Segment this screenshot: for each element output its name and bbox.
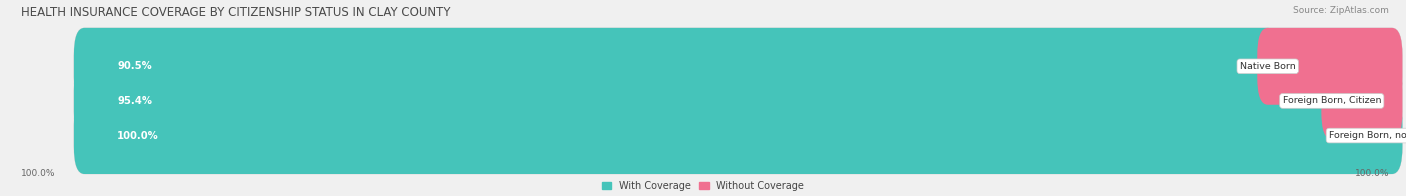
FancyBboxPatch shape [1257, 28, 1402, 105]
Text: 100.0%: 100.0% [21, 169, 56, 178]
Text: Foreign Born, Citizen: Foreign Born, Citizen [1282, 96, 1381, 105]
FancyBboxPatch shape [75, 28, 1278, 105]
Legend: With Coverage, Without Coverage: With Coverage, Without Coverage [602, 181, 804, 191]
FancyBboxPatch shape [75, 63, 1343, 139]
Text: 90.5%: 90.5% [117, 61, 152, 71]
FancyBboxPatch shape [1322, 63, 1402, 139]
FancyBboxPatch shape [75, 28, 1402, 105]
Text: Source: ZipAtlas.com: Source: ZipAtlas.com [1294, 6, 1389, 15]
Text: 100.0%: 100.0% [117, 131, 159, 141]
FancyBboxPatch shape [75, 63, 1402, 139]
FancyBboxPatch shape [75, 97, 1402, 174]
Text: Native Born: Native Born [1240, 62, 1295, 71]
FancyBboxPatch shape [75, 97, 1402, 174]
Text: 95.4%: 95.4% [117, 96, 152, 106]
Text: HEALTH INSURANCE COVERAGE BY CITIZENSHIP STATUS IN CLAY COUNTY: HEALTH INSURANCE COVERAGE BY CITIZENSHIP… [21, 6, 450, 19]
Text: Foreign Born, not a Citizen: Foreign Born, not a Citizen [1329, 131, 1406, 140]
Text: 100.0%: 100.0% [1354, 169, 1389, 178]
